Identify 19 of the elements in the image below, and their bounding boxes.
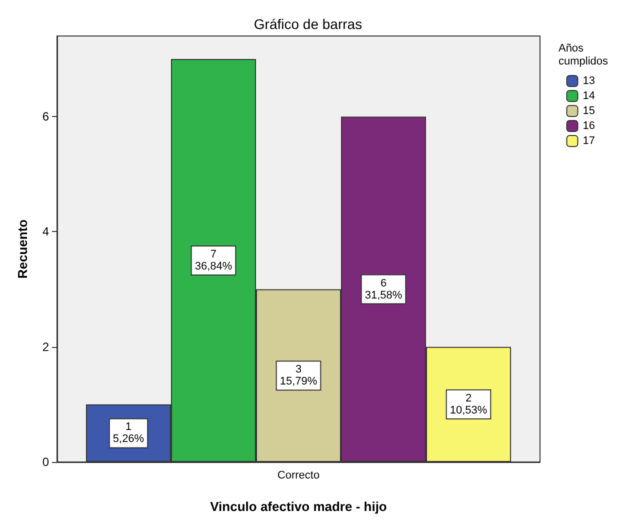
data-label: 6 31,58% [364,277,402,302]
y-axis-title: Recuento [15,219,30,279]
y-tick-label: 4 [42,224,50,239]
x-axis-title: Vinculo afectivo madre - hijo [210,499,387,514]
x-tick-label: Correcto [277,470,320,482]
y-tick-label: 2 [42,340,50,354]
data-label: 7 36,84% [194,248,232,273]
legend-label: 17 [582,135,596,147]
legend-label: 16 [582,120,596,132]
legend-label: 13 [582,75,596,87]
legend-title: Años cumplidos [558,42,608,68]
data-label: 2 10,53% [450,392,488,416]
y-tick-label: 6 [42,110,50,124]
data-label: 1 5,26% [112,421,144,446]
chart-title: Gráfico de barras [254,16,362,32]
legend-label: 14 [582,90,596,102]
data-label: 3 15,79% [280,364,318,388]
y-tick-label: 0 [42,455,50,469]
legend-label: 15 [582,105,596,117]
